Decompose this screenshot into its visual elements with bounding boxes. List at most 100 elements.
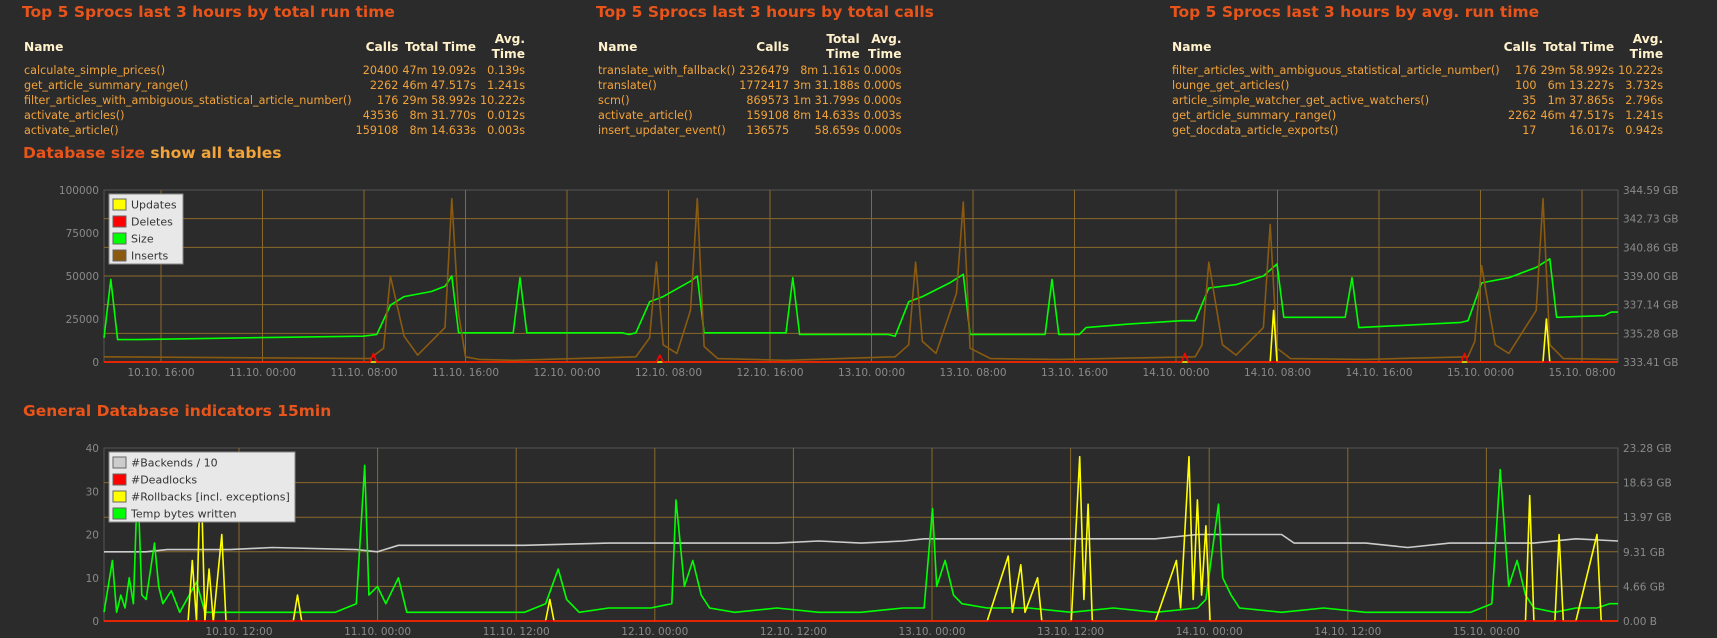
- legend-swatch-deletes: [112, 215, 127, 228]
- general-indicators-chart: 0.00 B 4.66 GB 9.31 GB 13.97 GB 18.63 GB 23.2…: [86, 443, 1672, 638]
- series-line-backends-10: [104, 533, 1619, 553]
- database-size-heading: Database size show all tables: [23, 144, 282, 162]
- sproc-avg-time: 3.732s: [1625, 79, 1664, 92]
- table-row: calculate_simple_prices() 20400 47m 19.092…: [22, 63, 527, 78]
- database-size-chart: 333.41 GB 335.28 GB 337.14 GB 339.00 GB 340.…: [59, 185, 1679, 379]
- column-header-avg-time: Avg. Time: [491, 32, 526, 61]
- sproc-table-title: Top 5 Sprocs last 3 hours by avg. run ti…: [1170, 3, 1540, 21]
- y-right-tick-label: 23.28 GB: [1623, 443, 1672, 455]
- sproc-name: get_article_summary_range(): [24, 79, 189, 92]
- y-left-tick-label: 25000: [66, 314, 99, 326]
- column-header-total-time: Total Time: [405, 39, 477, 54]
- y-left-tick-label: 20: [86, 530, 99, 542]
- y-right-tick-label: 337.14 GB: [1623, 300, 1678, 312]
- x-tick-label: 11.10. 08:00: [331, 367, 398, 379]
- sproc-calls: 100: [1515, 79, 1537, 92]
- y-right-tick-label: 335.28 GB: [1623, 328, 1678, 340]
- legend-label-size[interactable]: Size: [131, 233, 154, 246]
- sproc-name: article_simple_watcher_get_active_watche…: [1172, 94, 1430, 107]
- x-tick-label: 15.10. 08:00: [1549, 367, 1616, 379]
- sproc-calls: 17: [1522, 124, 1537, 137]
- sproc-name: get_article_summary_range(): [1172, 109, 1337, 122]
- legend-label-temp-bytes-written[interactable]: Temp bytes written: [130, 508, 237, 521]
- sproc-total-time: 47m 19.092s: [402, 64, 477, 77]
- sproc-total-time: 46m 47.517s: [402, 79, 477, 92]
- column-header-calls: Calls: [1503, 39, 1537, 54]
- column-header-total-time: Total Time: [826, 32, 860, 61]
- y-right-tick-label: 333.41 GB: [1623, 357, 1678, 369]
- sproc-name: calculate_simple_prices(): [24, 64, 166, 77]
- sproc-table: Name Calls Total Time Avg. Time filter_a…: [1170, 32, 1665, 138]
- sproc-avg-time: 1.241s: [1625, 109, 1664, 122]
- legend-label-backends-10[interactable]: #Backends / 10: [131, 457, 218, 470]
- sproc-name: activate_article(): [24, 124, 119, 137]
- sproc-total-time: 8m 14.633s: [793, 109, 860, 122]
- sproc-avg-time: 0.000s: [863, 79, 902, 92]
- sproc-name: activate_article(): [598, 109, 693, 122]
- chart-axes: 333.41 GB 335.28 GB 337.14 GB 339.00 GB 340.…: [59, 185, 1679, 379]
- x-tick-label: 14.10. 00:00: [1176, 626, 1243, 638]
- x-tick-label: 14.10. 16:00: [1346, 367, 1413, 379]
- sproc-calls: 176: [1515, 64, 1537, 77]
- table-header-row: Name Calls Total Time Avg. Time: [596, 32, 903, 63]
- x-tick-label: 13.10. 00:00: [899, 626, 966, 638]
- sproc-total-time: 58.659s: [814, 124, 860, 137]
- legend-swatch-rollbacks-incl-exceptions: [112, 490, 127, 503]
- sproc-calls: 35: [1522, 94, 1537, 107]
- sproc-calls: 2326479: [739, 64, 790, 77]
- table-row: activate_article() 159108 8m 14.633s 0.003s: [22, 123, 527, 138]
- x-tick-label: 11.10. 00:00: [229, 367, 296, 379]
- x-tick-label: 15.10. 00:00: [1453, 626, 1520, 638]
- series-line-deletes: [104, 352, 1618, 363]
- table-row: translate_with_fallback() 2326479 8m 1.161…: [596, 63, 903, 78]
- database-size-title: Database size: [23, 144, 145, 162]
- legend-label-updates[interactable]: Updates: [131, 199, 177, 212]
- sproc-avg-time: 10.222s: [480, 94, 526, 107]
- series-line-size: [103, 258, 1618, 341]
- sproc-total-time: 8m 1.161s: [800, 64, 860, 77]
- legend-label-deletes[interactable]: Deletes: [131, 216, 173, 229]
- y-right-tick-label: 9.31 GB: [1623, 547, 1665, 559]
- table-row: activate_article() 159108 8m 14.633s 0.003s: [596, 108, 903, 123]
- sproc-avg-time: 0.139s: [487, 64, 526, 77]
- sproc-avg-time: 0.000s: [863, 94, 902, 107]
- sproc-avg-time: 2.796s: [1625, 94, 1664, 107]
- sproc-calls: 2262: [369, 79, 399, 92]
- sproc-avg-time: 0.000s: [863, 64, 902, 77]
- x-tick-label: 14.10. 00:00: [1143, 367, 1210, 379]
- chart-series: [103, 455, 1619, 622]
- sproc-total-time: 46m 47.517s: [1540, 109, 1615, 122]
- column-header-name: Name: [1172, 39, 1212, 54]
- y-right-tick-label: 0.00 B: [1623, 616, 1657, 628]
- x-tick-label: 13.10. 12:00: [1037, 626, 1104, 638]
- table-row: article_simple_watcher_get_active_watche…: [1170, 93, 1665, 108]
- table-row: filter_articles_with_ambiguous_statistic…: [1170, 63, 1665, 78]
- x-tick-label: 14.10. 12:00: [1314, 626, 1381, 638]
- legend-label-rollbacks-incl-exceptions[interactable]: #Rollbacks [incl. exceptions]: [131, 491, 290, 504]
- y-left-tick-label: 10: [86, 573, 99, 585]
- x-tick-label: 14.10. 08:00: [1244, 367, 1311, 379]
- sproc-avg-time: 0.012s: [487, 109, 526, 122]
- y-left-tick-label: 0: [92, 616, 99, 628]
- x-tick-label: 12.10. 12:00: [760, 626, 827, 638]
- table-row: translate() 1772417 3m 31.188s 0.000s: [596, 78, 903, 93]
- y-left-tick-label: 30: [86, 486, 99, 498]
- show-all-tables-link[interactable]: show all tables: [150, 144, 282, 162]
- x-tick-label: 11.10. 00:00: [344, 626, 411, 638]
- sproc-total-time: 8m 31.770s: [409, 109, 477, 122]
- y-right-tick-label: 340.86 GB: [1623, 242, 1678, 254]
- table-row: insert_updater_event() 136575 58.659s 0.000…: [596, 123, 903, 138]
- sproc-total-time: 6m 13.227s: [1547, 79, 1615, 92]
- x-tick-label: 15.10. 00:00: [1447, 367, 1514, 379]
- column-header-name: Name: [24, 39, 64, 54]
- legend-label-inserts[interactable]: Inserts: [131, 250, 169, 263]
- sproc-calls: 136575: [746, 124, 790, 137]
- legend-label-deadlocks[interactable]: #Deadlocks: [131, 474, 197, 487]
- x-tick-label: 13.10. 08:00: [940, 367, 1007, 379]
- table-header-row: Name Calls Total Time Avg. Time: [1170, 32, 1665, 63]
- legend-swatch-backends-10: [112, 456, 127, 469]
- table-row: get_docdata_article_exports() 17 16.017s 0.…: [1170, 123, 1665, 138]
- sproc-table: Name Calls Total Time Avg. Time calculat…: [22, 32, 527, 138]
- table-row: get_article_summary_range() 2262 46m 47.51…: [22, 78, 527, 93]
- x-tick-label: 10.10. 16:00: [128, 367, 195, 379]
